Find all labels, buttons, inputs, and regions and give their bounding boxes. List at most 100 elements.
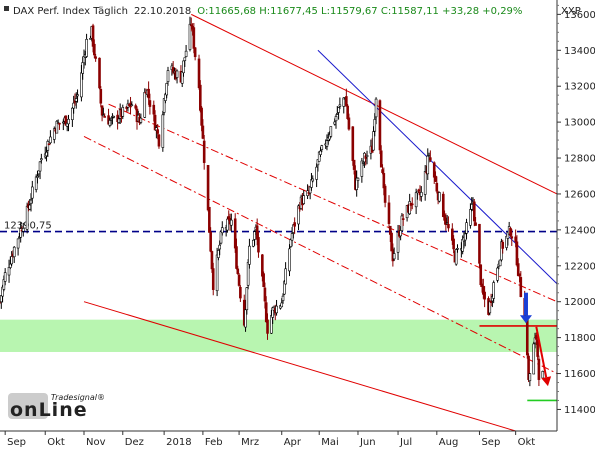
candle-body [456, 248, 459, 250]
candle-body [378, 100, 382, 151]
y-tick-label: 11600 [564, 369, 595, 380]
candle-body [197, 58, 201, 89]
candle-body [121, 107, 125, 117]
candle-body [152, 104, 156, 115]
candle-body [334, 116, 338, 122]
candle [248, 238, 251, 269]
candle-body [94, 56, 97, 59]
candle-body [535, 335, 538, 340]
candle-body [262, 273, 265, 288]
candle-body [108, 120, 112, 126]
candle [184, 44, 188, 58]
candle [262, 271, 265, 288]
candle-body [498, 259, 502, 267]
candle-body [208, 206, 211, 233]
candle [519, 271, 523, 298]
candle-body [302, 195, 306, 204]
candle-body [417, 189, 421, 192]
candle [197, 54, 201, 90]
candle-body [246, 262, 250, 286]
candle [199, 80, 202, 113]
candle-body [29, 199, 33, 204]
candle-body [251, 239, 255, 247]
candle-body [284, 268, 287, 285]
y-tick-label: 13600 [564, 10, 595, 21]
candle-body [465, 222, 468, 234]
candle-body [329, 126, 333, 137]
candle-body [237, 274, 241, 286]
candle-body [514, 236, 517, 242]
candle-body [311, 178, 315, 182]
candle-body [81, 62, 85, 74]
candle-body [245, 287, 249, 311]
candle [498, 259, 502, 267]
upper-channel-line [191, 13, 558, 195]
y-tick-label: 12000 [564, 297, 595, 308]
candle-body [80, 72, 83, 98]
x-tick-label: Nov [86, 437, 106, 448]
candle-body [19, 228, 22, 238]
candle [435, 176, 439, 194]
candle-body [496, 267, 499, 281]
candle-body [62, 121, 65, 124]
x-tick-label: Okt [47, 437, 65, 448]
candle-body [117, 118, 121, 123]
candle [454, 248, 458, 266]
candle-body [365, 155, 369, 158]
candle-body [478, 223, 481, 264]
header-quote: O:11665,68 H:11677,45 L:11579,67 C:11587… [197, 6, 522, 17]
candle [40, 153, 43, 164]
candle [251, 239, 255, 248]
candle-body [130, 104, 134, 107]
candle-body [536, 339, 539, 357]
candle-body [519, 277, 523, 298]
candle [284, 262, 287, 285]
candle [356, 177, 360, 188]
candle-body [492, 282, 495, 299]
candle [452, 235, 455, 254]
candle-body [351, 126, 355, 162]
candle [281, 293, 285, 304]
candle [112, 115, 116, 119]
candle-body [537, 358, 541, 380]
candle-body [31, 186, 34, 199]
candle [93, 39, 96, 59]
candle-body [510, 236, 514, 239]
candle [239, 285, 242, 302]
candle-body [25, 205, 29, 230]
candle-body [36, 176, 39, 178]
candle-body [483, 291, 486, 300]
candle-body [219, 231, 223, 244]
candle [347, 113, 351, 131]
candle-body [438, 192, 441, 202]
candle-body [253, 231, 256, 240]
candle-body [281, 295, 285, 301]
candle-body [72, 102, 75, 109]
candle-body [147, 88, 150, 99]
y-tick-label: 12800 [564, 154, 595, 165]
candle [410, 197, 414, 210]
candle-body [342, 97, 346, 107]
zones-layer [0, 319, 557, 352]
candle-body [320, 145, 324, 150]
candle [237, 273, 241, 287]
instrument-name: DAX Perf. Index Täglich [13, 6, 128, 17]
candle [166, 66, 170, 86]
candle-body [58, 122, 61, 125]
candle [16, 238, 20, 256]
candle-body [293, 222, 296, 227]
candle [360, 157, 364, 183]
candle [103, 113, 106, 118]
candle-body [266, 319, 269, 334]
candle [337, 107, 340, 120]
candle-body [91, 25, 95, 47]
candle [465, 218, 468, 240]
candle-body [9, 263, 12, 268]
candle [245, 287, 249, 315]
candle-body [244, 309, 247, 328]
candle-body [257, 237, 260, 253]
y-tick-label: 12200 [564, 261, 595, 272]
y-tick-label: 13200 [564, 82, 595, 93]
candle-body [16, 238, 20, 249]
